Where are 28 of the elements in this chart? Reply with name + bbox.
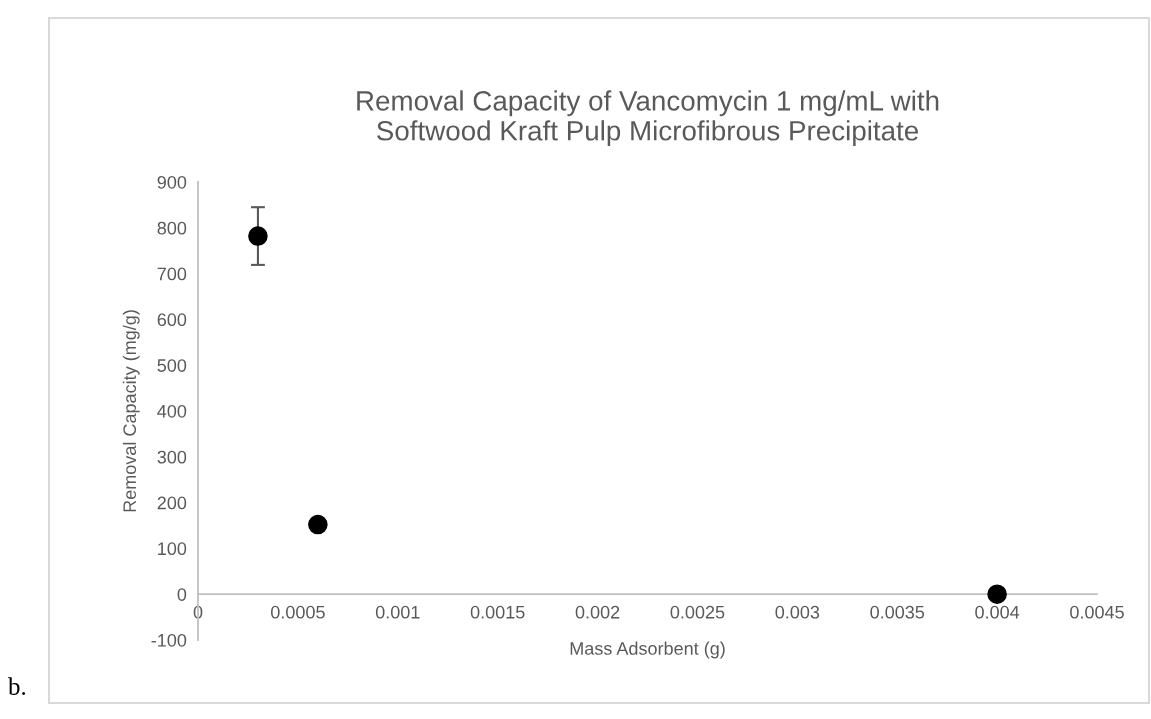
x-tick-label: 0.003	[775, 605, 820, 619]
x-tick-label: 0.004	[975, 605, 1020, 619]
y-tick-label: 100	[158, 542, 187, 556]
x-tick-label: 0.0035	[870, 605, 925, 619]
text: b.	[8, 677, 26, 696]
chart-title: Removal Capacity of Vancomycin 1 mg/mL with Softwood Kraft Pulp Microfibrous Precipitate	[357, 90, 939, 147]
point	[308, 514, 328, 535]
y-tick-label: 700	[157, 267, 187, 281]
y-tick-label: 200	[157, 496, 187, 510]
y-tick-label: -100	[151, 633, 187, 647]
y-tick-label: 300	[157, 450, 187, 464]
y-tick-label: 900	[157, 175, 187, 189]
x-tick-label: 0	[193, 605, 203, 619]
x-axis-title: Mass Adsorbent (g)	[570, 641, 725, 659]
x-tick-label: 0.0025	[670, 605, 725, 619]
x-tick-label: 0.0045	[1070, 605, 1124, 619]
x-tick-label: 0.0015	[470, 605, 525, 619]
y-axis-title: Removal Capacity (mg/g)	[122, 310, 140, 512]
y-tick-label: 600	[157, 313, 187, 327]
y-tick-label: 400	[157, 404, 187, 418]
x-tick-label: 0.001	[375, 605, 420, 619]
point	[987, 584, 1007, 604]
y-tick-label: 500	[157, 359, 187, 372]
y-tick-label: 800	[157, 221, 187, 235]
point	[248, 226, 268, 246]
y-tick-label: 0	[177, 588, 187, 601]
x-tick-label: 0.002	[575, 605, 620, 619]
x-tick-label: 0.0005	[270, 605, 325, 619]
